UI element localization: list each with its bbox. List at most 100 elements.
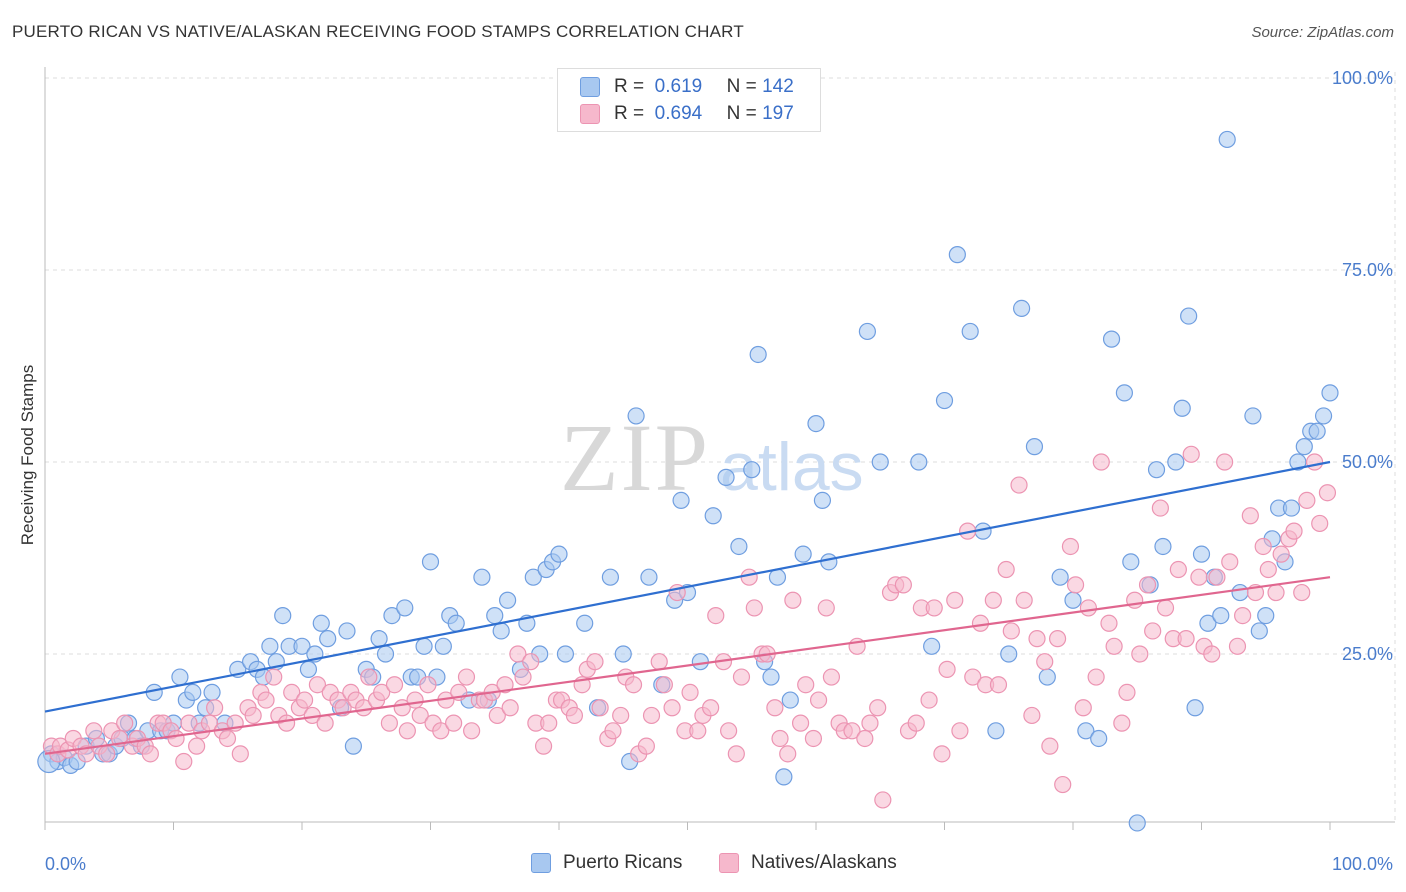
data-point [1154,537,1172,556]
data-point [85,722,103,740]
data-point [141,745,159,763]
data-point [642,706,661,725]
data-point [415,637,433,655]
data-point [1321,384,1339,402]
data-point [1295,438,1313,456]
data-point [265,668,283,686]
data-point [1267,583,1285,602]
data-point [1118,683,1136,702]
data-point [987,722,1005,740]
data-point [550,545,568,563]
data-point [1186,699,1204,717]
data-point [1221,553,1239,571]
chart-source: Source: ZipAtlas.com [1251,24,1394,41]
data-point [319,630,337,648]
data-point [398,722,416,740]
data-point [871,453,889,471]
data-point [740,568,758,586]
legend-r-value: 0.694 [654,103,703,124]
data-point [522,653,540,671]
data-point [1079,599,1098,617]
data-point [1199,614,1217,632]
legend-item-puerto-ricans: Puerto Ricans [531,852,682,874]
y-axis-label: Receiving Food Stamps [18,364,37,546]
data-point [1061,537,1080,556]
data-point [681,683,699,702]
data-point [745,599,763,617]
data-point [509,645,527,663]
data-point [1144,622,1162,640]
data-point [1216,453,1234,471]
y-tick-label: 50.0% [1342,452,1393,472]
data-point [1147,461,1166,479]
legend-row-blue: R = 0.619 N = 142 [580,75,794,99]
data-point [396,599,414,617]
data-point [1010,476,1028,494]
data-point [295,691,314,709]
x-tick-label: 100.0% [1332,854,1393,874]
data-point [1308,422,1326,440]
data-point [376,645,395,663]
data-point [1028,630,1046,648]
data-point [1115,384,1134,402]
legend-item-natives-alaskans: Natives/Alaskans [719,852,897,874]
data-point [360,668,378,686]
data-point [935,391,954,410]
data-point [419,676,437,694]
data-point [984,591,1002,609]
data-point [1074,699,1092,717]
data-point [894,576,912,594]
data-point [257,691,275,709]
data-point [1000,645,1018,663]
legend-n-label: N = [726,103,757,124]
data-point [807,415,825,433]
data-point [1212,606,1230,625]
data-point [732,668,751,686]
data-point [784,591,802,609]
trend-line [44,460,1331,713]
y-tick-label: 25.0% [1342,644,1393,664]
tick-labels: 25.0% 50.0% 75.0% 100.0% 0.0% 100.0% [45,68,1393,874]
data-point [946,591,964,609]
data-point [809,691,828,709]
data-point [1305,453,1324,471]
data-point [1177,630,1195,648]
data-point [184,683,202,702]
data-point [843,722,861,740]
data-point [432,722,450,740]
data-point [640,568,658,586]
data-point [463,722,481,740]
legend-row-pink: R = 0.694 N = 197 [580,102,794,126]
data-point [717,468,735,486]
data-point [727,745,745,763]
data-point [637,737,655,755]
data-point [277,714,296,732]
data-point [1038,668,1056,686]
data-point [749,345,767,364]
data-point [1151,499,1169,517]
data-point [766,699,784,717]
data-point [116,714,134,732]
data-point [702,699,720,717]
data-point [1244,407,1262,425]
data-point [1228,637,1247,655]
data-point [1254,537,1272,556]
data-point [775,768,793,786]
data-point [614,645,632,663]
data-point [180,714,198,732]
data-point [604,722,622,740]
data-point [663,699,681,717]
data-point [218,729,237,748]
series-natives-alaskans [42,445,1337,809]
data-point [421,553,440,571]
data-point [791,714,810,732]
data-point [781,691,799,709]
legend-r-value: 0.619 [654,76,703,97]
data-point [1077,722,1095,740]
data-point [689,722,707,740]
data-point [861,714,879,732]
legend-swatch-pink [580,104,600,124]
data-point [338,622,356,640]
data-point [730,537,748,556]
